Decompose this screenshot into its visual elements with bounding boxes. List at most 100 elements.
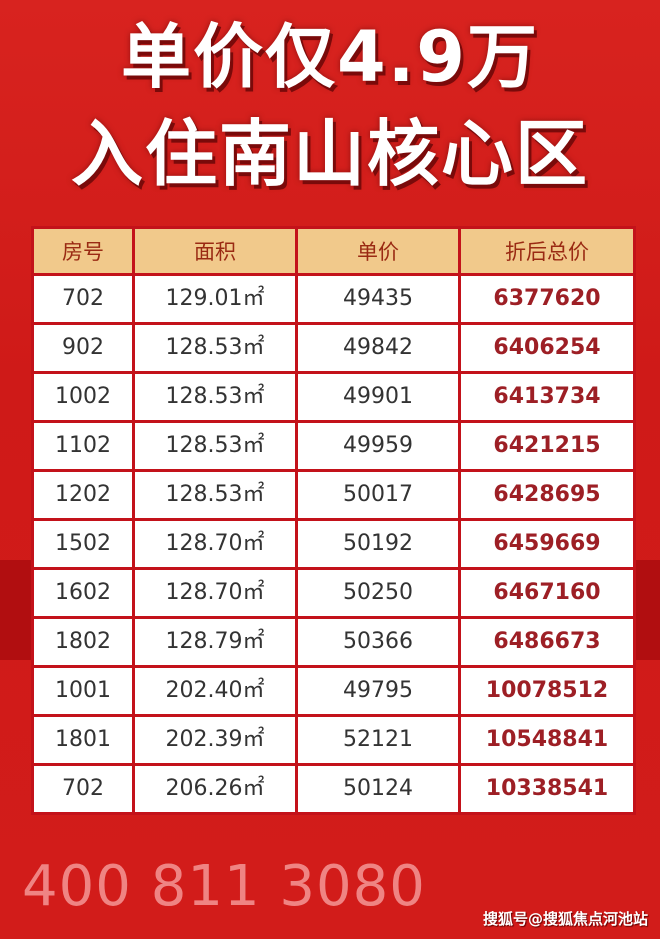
area-unit: ㎡ xyxy=(242,383,265,409)
total-cell-text: 6421215 xyxy=(493,432,601,458)
unit-price-cell-text: 49795 xyxy=(343,677,413,703)
unit-price-cell: 50192 xyxy=(298,521,458,567)
unit-price-cell: 50124 xyxy=(298,766,458,812)
area-cell: 128.79㎡ xyxy=(135,619,295,665)
area-unit: ㎡ xyxy=(242,628,265,654)
area-cell: 128.53㎡ xyxy=(135,325,295,371)
total-cell-text: 6459669 xyxy=(493,530,601,556)
unit-price-cell: 50366 xyxy=(298,619,458,665)
area-cell: 128.53㎡ xyxy=(135,472,295,518)
table-row: 702 206.26㎡ 50124 10338541 xyxy=(34,766,633,812)
total-cell-text: 6377620 xyxy=(493,285,601,311)
room-cell-text: 1001 xyxy=(55,677,111,703)
total-cell: 6377620 xyxy=(461,276,633,322)
table-row: 1801 202.39㎡ 52121 10548841 xyxy=(34,717,633,763)
header-unit-price: 单价 xyxy=(298,229,458,273)
room-cell-text: 1801 xyxy=(55,726,111,752)
area-cell-text: 128.70 xyxy=(165,530,243,556)
total-cell: 6413734 xyxy=(461,374,633,420)
area-unit: ㎡ xyxy=(242,481,265,507)
total-cell-text: 6406254 xyxy=(493,334,601,360)
room-cell: 1802 xyxy=(34,619,132,665)
room-cell: 702 xyxy=(34,276,132,322)
unit-price-cell-text: 50017 xyxy=(343,481,413,507)
area-cell-text: 128.53 xyxy=(165,334,243,360)
area-cell-text: 128.53 xyxy=(165,383,243,409)
room-cell: 1102 xyxy=(34,423,132,469)
area-cell: 128.53㎡ xyxy=(135,423,295,469)
unit-price-cell-text: 49842 xyxy=(343,334,413,360)
headline-line2: 入住南山核心区 xyxy=(70,112,589,196)
unit-price-cell: 49901 xyxy=(298,374,458,420)
unit-price-cell: 49435 xyxy=(298,276,458,322)
table-row: 1002 128.53㎡ 49901 6413734 xyxy=(34,374,633,420)
area-cell: 128.70㎡ xyxy=(135,521,295,567)
room-cell-text: 1802 xyxy=(55,628,111,654)
area-cell-text: 129.01 xyxy=(165,285,243,311)
unit-price-cell-text: 50124 xyxy=(343,775,413,801)
room-cell: 1801 xyxy=(34,717,132,763)
area-cell: 128.53㎡ xyxy=(135,374,295,420)
room-cell-text: 1102 xyxy=(55,432,111,458)
room-cell-text: 702 xyxy=(62,775,104,801)
area-cell-text: 202.40 xyxy=(165,677,243,703)
area-unit: ㎡ xyxy=(242,726,265,752)
total-cell-text: 6486673 xyxy=(493,628,601,654)
area-unit: ㎡ xyxy=(242,775,265,801)
room-cell: 702 xyxy=(34,766,132,812)
room-cell-text: 1002 xyxy=(55,383,111,409)
unit-price-cell: 50017 xyxy=(298,472,458,518)
area-cell-text: 128.70 xyxy=(165,579,243,605)
header-area: 面积 xyxy=(135,229,295,273)
table-row: 1602 128.70㎡ 50250 6467160 xyxy=(34,570,633,616)
header-total: 折后总价 xyxy=(461,229,633,273)
table-row: 902 128.53㎡ 49842 6406254 xyxy=(34,325,633,371)
total-cell: 6467160 xyxy=(461,570,633,616)
price-table: 房号 面积 单价 折后总价 702 129.01㎡ 49435 6377620 902 1… xyxy=(31,226,636,815)
area-cell: 202.39㎡ xyxy=(135,717,295,763)
unit-price-cell-text: 49901 xyxy=(343,383,413,409)
unit-price-cell: 49795 xyxy=(298,668,458,714)
room-cell-text: 1502 xyxy=(55,530,111,556)
area-unit: ㎡ xyxy=(242,530,265,556)
area-cell-text: 128.79 xyxy=(165,628,243,654)
total-cell-text: 6467160 xyxy=(493,579,601,605)
area-cell: 129.01㎡ xyxy=(135,276,295,322)
room-cell: 1502 xyxy=(34,521,132,567)
room-cell: 1002 xyxy=(34,374,132,420)
unit-price-cell-text: 52121 xyxy=(343,726,413,752)
total-cell-text: 10338541 xyxy=(485,775,609,801)
table-row: 702 129.01㎡ 49435 6377620 xyxy=(34,276,633,322)
phone-watermark: 400 811 3080 xyxy=(22,854,426,919)
total-cell-text: 6413734 xyxy=(493,383,601,409)
room-cell: 1202 xyxy=(34,472,132,518)
area-unit: ㎡ xyxy=(242,334,265,360)
total-cell: 10338541 xyxy=(461,766,633,812)
area-unit: ㎡ xyxy=(242,579,265,605)
total-cell: 6406254 xyxy=(461,325,633,371)
area-cell-text: 206.26 xyxy=(165,775,243,801)
table-row: 1001 202.40㎡ 49795 10078512 xyxy=(34,668,633,714)
room-cell: 1001 xyxy=(34,668,132,714)
area-cell: 128.70㎡ xyxy=(135,570,295,616)
unit-price-cell: 52121 xyxy=(298,717,458,763)
area-cell-text: 128.53 xyxy=(165,432,243,458)
unit-price-cell: 49842 xyxy=(298,325,458,371)
total-cell: 6459669 xyxy=(461,521,633,567)
area-cell: 206.26㎡ xyxy=(135,766,295,812)
room-cell-text: 1202 xyxy=(55,481,111,507)
total-cell-text: 10548841 xyxy=(485,726,609,752)
total-cell: 10548841 xyxy=(461,717,633,763)
table-row: 1102 128.53㎡ 49959 6421215 xyxy=(34,423,633,469)
unit-price-cell-text: 49959 xyxy=(343,432,413,458)
unit-price-cell: 50250 xyxy=(298,570,458,616)
unit-price-cell-text: 50250 xyxy=(343,579,413,605)
area-unit: ㎡ xyxy=(242,677,265,703)
room-cell: 1602 xyxy=(34,570,132,616)
area-cell-text: 202.39 xyxy=(165,726,243,752)
source-footer: 搜狐号@搜狐焦点河池站 xyxy=(482,910,648,928)
table-row: 1502 128.70㎡ 50192 6459669 xyxy=(34,521,633,567)
room-cell-text: 902 xyxy=(62,334,104,360)
total-cell-text: 6428695 xyxy=(493,481,601,507)
table-row: 1802 128.79㎡ 50366 6486673 xyxy=(34,619,633,665)
